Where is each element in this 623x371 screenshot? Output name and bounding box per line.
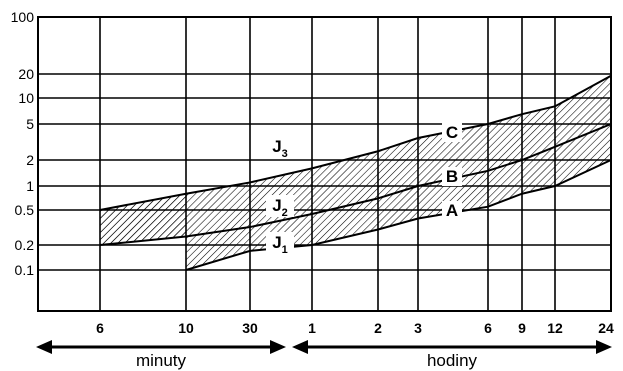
range-arrow-head-left bbox=[36, 340, 52, 354]
range-arrow-head-right bbox=[596, 340, 612, 354]
time-range-arrows: minuty hodiny bbox=[36, 340, 612, 370]
curve-label-bg bbox=[442, 201, 462, 220]
y-tick-label: 100 bbox=[11, 9, 35, 25]
plot-frame bbox=[37, 16, 612, 312]
band-label-bg bbox=[266, 232, 294, 254]
x-tick-label: 6 bbox=[484, 320, 492, 336]
y-tick-label: 20 bbox=[18, 66, 34, 82]
y-tick-labels: 100 20 10 5 2 1 0.5 0.2 0.1 bbox=[11, 9, 35, 278]
x-tick-label: 10 bbox=[178, 320, 194, 336]
y-tick-label: 1 bbox=[26, 178, 34, 194]
curve-c bbox=[99, 74, 612, 211]
x-tick-label: 3 bbox=[414, 320, 422, 336]
x-tick-label: 24 bbox=[598, 320, 614, 336]
range-arrow-head-right bbox=[270, 340, 286, 354]
curve-label-bg bbox=[442, 167, 462, 186]
curve-label-a: A bbox=[446, 201, 458, 220]
y-tick-label: 10 bbox=[18, 90, 34, 106]
y-tick-label: 5 bbox=[26, 116, 34, 132]
curve-b bbox=[99, 123, 612, 246]
curve-label-bg bbox=[442, 123, 462, 142]
x-tick-label: 2 bbox=[374, 320, 382, 336]
x-tick-labels: 6 10 30 1 2 3 6 9 12 24 bbox=[96, 320, 614, 336]
band-label-bg bbox=[266, 136, 294, 158]
band-label-bg bbox=[266, 195, 294, 217]
y-tick-label: 0.1 bbox=[15, 262, 35, 278]
x-tick-label: 9 bbox=[518, 320, 526, 336]
range-label-minuty: minuty bbox=[136, 351, 187, 370]
band-layer bbox=[100, 75, 611, 270]
y-tick-label: 0.5 bbox=[15, 202, 35, 218]
grid-layer bbox=[37, 16, 612, 312]
range-arrow-head-left bbox=[292, 340, 308, 354]
y-tick-label: 2 bbox=[26, 152, 34, 168]
x-tick-label: 30 bbox=[242, 320, 258, 336]
x-tick-label: 6 bbox=[96, 320, 104, 336]
curve-label-c: C bbox=[446, 123, 458, 142]
y-tick-label: 0.2 bbox=[15, 237, 35, 253]
range-label-hodiny: hodiny bbox=[427, 351, 478, 370]
x-tick-label: 12 bbox=[547, 320, 563, 336]
x-tick-label: 1 bbox=[308, 320, 316, 336]
curve-label-b: B bbox=[446, 167, 458, 186]
